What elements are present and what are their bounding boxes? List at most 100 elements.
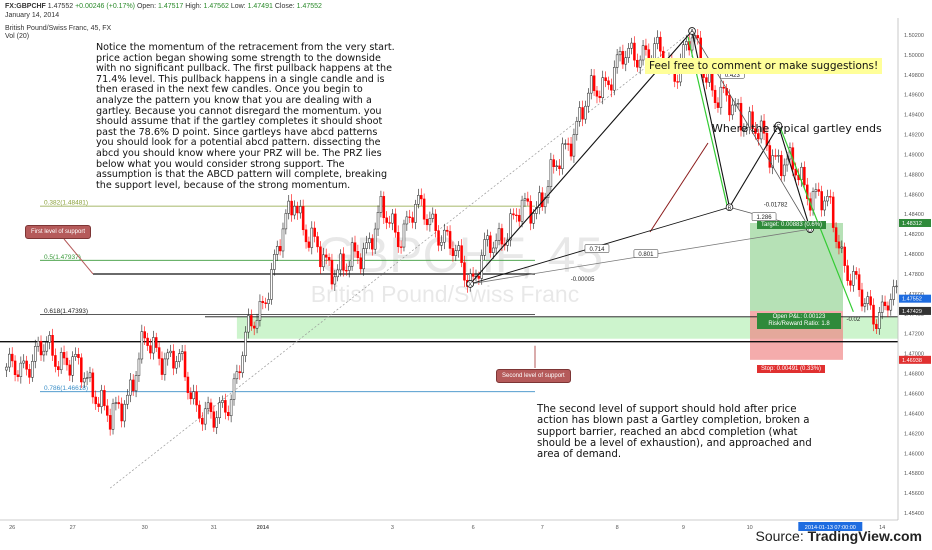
candle-body xyxy=(872,304,875,325)
candle-body xyxy=(252,325,256,329)
ratio-label: 0.714 xyxy=(589,247,605,253)
candle-body xyxy=(814,189,818,192)
candle-body xyxy=(353,242,357,252)
candle-body xyxy=(803,166,806,186)
target-zone xyxy=(750,222,843,311)
low-value: 1.47491 xyxy=(247,3,273,10)
y-tick-label: 1.48400 xyxy=(904,212,924,218)
price-tag-target xyxy=(899,218,931,227)
open-label: Open: xyxy=(136,3,157,10)
instrument-label: British Pound/Swiss Franc, 45, FX xyxy=(5,25,112,32)
candle-body xyxy=(440,241,443,246)
candle-body xyxy=(313,227,316,237)
candle-body xyxy=(471,273,475,277)
x-tick-label: 10 xyxy=(747,525,753,531)
candle-body xyxy=(36,341,40,347)
candle-body xyxy=(350,242,354,267)
candle-body xyxy=(39,341,43,356)
chart-header: FX:GBPCHF 1.47552 +0.00246 (+0.17%) Open… xyxy=(5,3,322,10)
fib-label: 0.786(1.46618) xyxy=(44,385,88,392)
candle-body xyxy=(852,271,855,286)
candle-body xyxy=(736,103,740,105)
symbol: FX:GBPCHF xyxy=(5,3,46,10)
candle-body xyxy=(209,402,213,412)
candle-body xyxy=(598,96,602,99)
candle-body xyxy=(777,155,780,157)
candle-body xyxy=(379,196,383,213)
ratio-label: 0.423 xyxy=(725,73,741,79)
candle-body xyxy=(685,41,688,45)
candle-body xyxy=(71,356,74,376)
candle-body xyxy=(85,377,89,379)
pattern-point-label: D xyxy=(808,227,812,233)
y-tick-label: 1.47800 xyxy=(904,272,924,278)
candle-body xyxy=(100,390,103,407)
candle-body xyxy=(463,262,466,281)
candle-body xyxy=(232,378,236,400)
candle-body xyxy=(425,218,429,226)
candle-body xyxy=(57,366,60,371)
y-tick-label: 1.45400 xyxy=(904,511,924,517)
candle-body xyxy=(558,165,561,169)
candle-body xyxy=(203,408,207,425)
candle-body xyxy=(13,360,17,375)
candle-body xyxy=(587,92,590,107)
candle-body xyxy=(618,51,622,56)
candle-body xyxy=(549,159,553,188)
candle-body xyxy=(157,347,161,359)
candle-body xyxy=(310,227,314,248)
candle-body xyxy=(137,358,141,376)
x-tick-label: 30 xyxy=(142,525,148,531)
candle-body xyxy=(443,229,446,243)
candle-body xyxy=(359,257,363,270)
candle-body xyxy=(212,411,216,428)
candle-body xyxy=(396,232,400,248)
candle-body xyxy=(644,45,648,50)
open-value: 1.47517 xyxy=(157,3,184,10)
candle-body xyxy=(500,228,504,245)
candle-body xyxy=(428,218,432,226)
candle-body xyxy=(192,391,195,400)
trend-line xyxy=(109,30,693,489)
candle-body xyxy=(546,186,550,198)
x-tick-label: 7 xyxy=(541,525,544,531)
candle-body xyxy=(304,229,308,243)
x-tick-label: 27 xyxy=(70,525,76,531)
y-tick-label: 1.45800 xyxy=(904,471,924,477)
candle-body xyxy=(293,205,296,216)
candle-body xyxy=(391,213,394,224)
candle-body xyxy=(103,390,106,407)
chart-date: January 14, 2014 xyxy=(5,12,60,19)
candle-body xyxy=(324,254,328,258)
candle-body xyxy=(889,299,893,311)
candle-body xyxy=(229,399,233,417)
volume-label: Vol (20) xyxy=(5,33,30,40)
low-label: Low: xyxy=(230,3,246,10)
candle-body xyxy=(564,143,567,145)
candle-body xyxy=(854,271,858,275)
candle-body xyxy=(345,270,348,272)
candle-body xyxy=(333,276,337,285)
candle-body xyxy=(431,213,435,219)
candle-body xyxy=(330,259,334,285)
watermark-symbol: GBPCHF, 45 xyxy=(317,227,603,283)
candle-body xyxy=(307,241,311,248)
second-level-note: The second level of support should hold … xyxy=(537,404,812,461)
candle-body xyxy=(759,120,763,140)
candle-body xyxy=(140,331,144,360)
candle-body xyxy=(880,301,884,313)
candle-body xyxy=(146,337,149,346)
candle-body xyxy=(255,320,259,329)
candle-body xyxy=(408,216,411,218)
y-tick-label: 1.46000 xyxy=(904,451,924,457)
x-tick-label: 14 xyxy=(879,525,885,531)
candle-body xyxy=(592,75,596,92)
y-tick-label: 1.48000 xyxy=(904,252,924,258)
candle-body xyxy=(621,51,625,65)
candle-body xyxy=(270,269,273,300)
candle-body xyxy=(267,299,270,304)
candle-body xyxy=(561,143,564,169)
candle-body xyxy=(5,366,8,371)
candle-body xyxy=(840,246,844,249)
watermark-name: British Pound/Swiss Franc xyxy=(311,281,579,307)
